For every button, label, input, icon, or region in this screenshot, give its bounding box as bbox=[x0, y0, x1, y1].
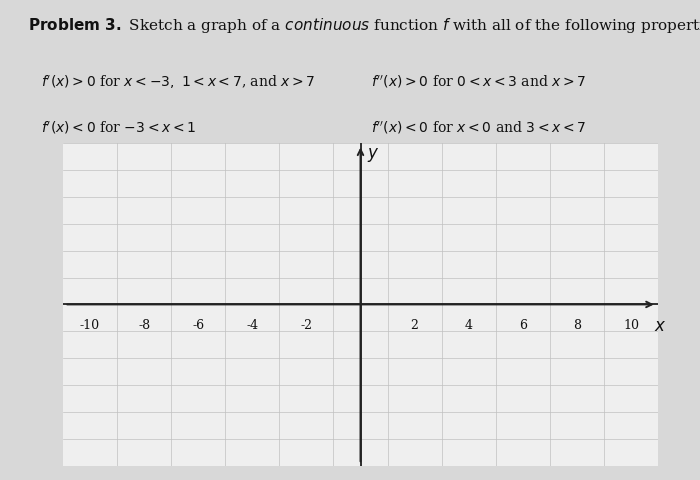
Text: $\mathbf{Problem\ 3.}$ Sketch a graph of a $\mathit{continuous}$ function $f$ wi: $\mathbf{Problem\ 3.}$ Sketch a graph of… bbox=[27, 16, 700, 36]
Text: $f'(x) < 0$ for $-3 < x < 1$: $f'(x) < 0$ for $-3 < x < 1$ bbox=[41, 120, 197, 136]
Text: $f''(x) < 0$ for $x < 0$ and $3 < x < 7$: $f''(x) < 0$ for $x < 0$ and $3 < x < 7$ bbox=[370, 120, 586, 136]
Text: 8: 8 bbox=[573, 318, 581, 331]
Text: $f''(x) > 0$ for $0 < x < 3$ and $x > 7$: $f''(x) > 0$ for $0 < x < 3$ and $x > 7$ bbox=[370, 74, 586, 90]
Text: 6: 6 bbox=[519, 318, 527, 331]
Text: -2: -2 bbox=[300, 318, 312, 331]
Text: -8: -8 bbox=[138, 318, 150, 331]
Text: 2: 2 bbox=[411, 318, 419, 331]
Text: -10: -10 bbox=[80, 318, 100, 331]
Text: -6: -6 bbox=[193, 318, 204, 331]
Text: 10: 10 bbox=[623, 318, 639, 331]
Text: -4: -4 bbox=[246, 318, 258, 331]
Text: $y$: $y$ bbox=[368, 145, 379, 163]
Text: 4: 4 bbox=[465, 318, 472, 331]
Text: $x$: $x$ bbox=[654, 317, 666, 334]
Text: $f'(x) > 0$ for $x < -3,\ 1 < x < 7$, and $x > 7$: $f'(x) > 0$ for $x < -3,\ 1 < x < 7$, an… bbox=[41, 74, 316, 91]
